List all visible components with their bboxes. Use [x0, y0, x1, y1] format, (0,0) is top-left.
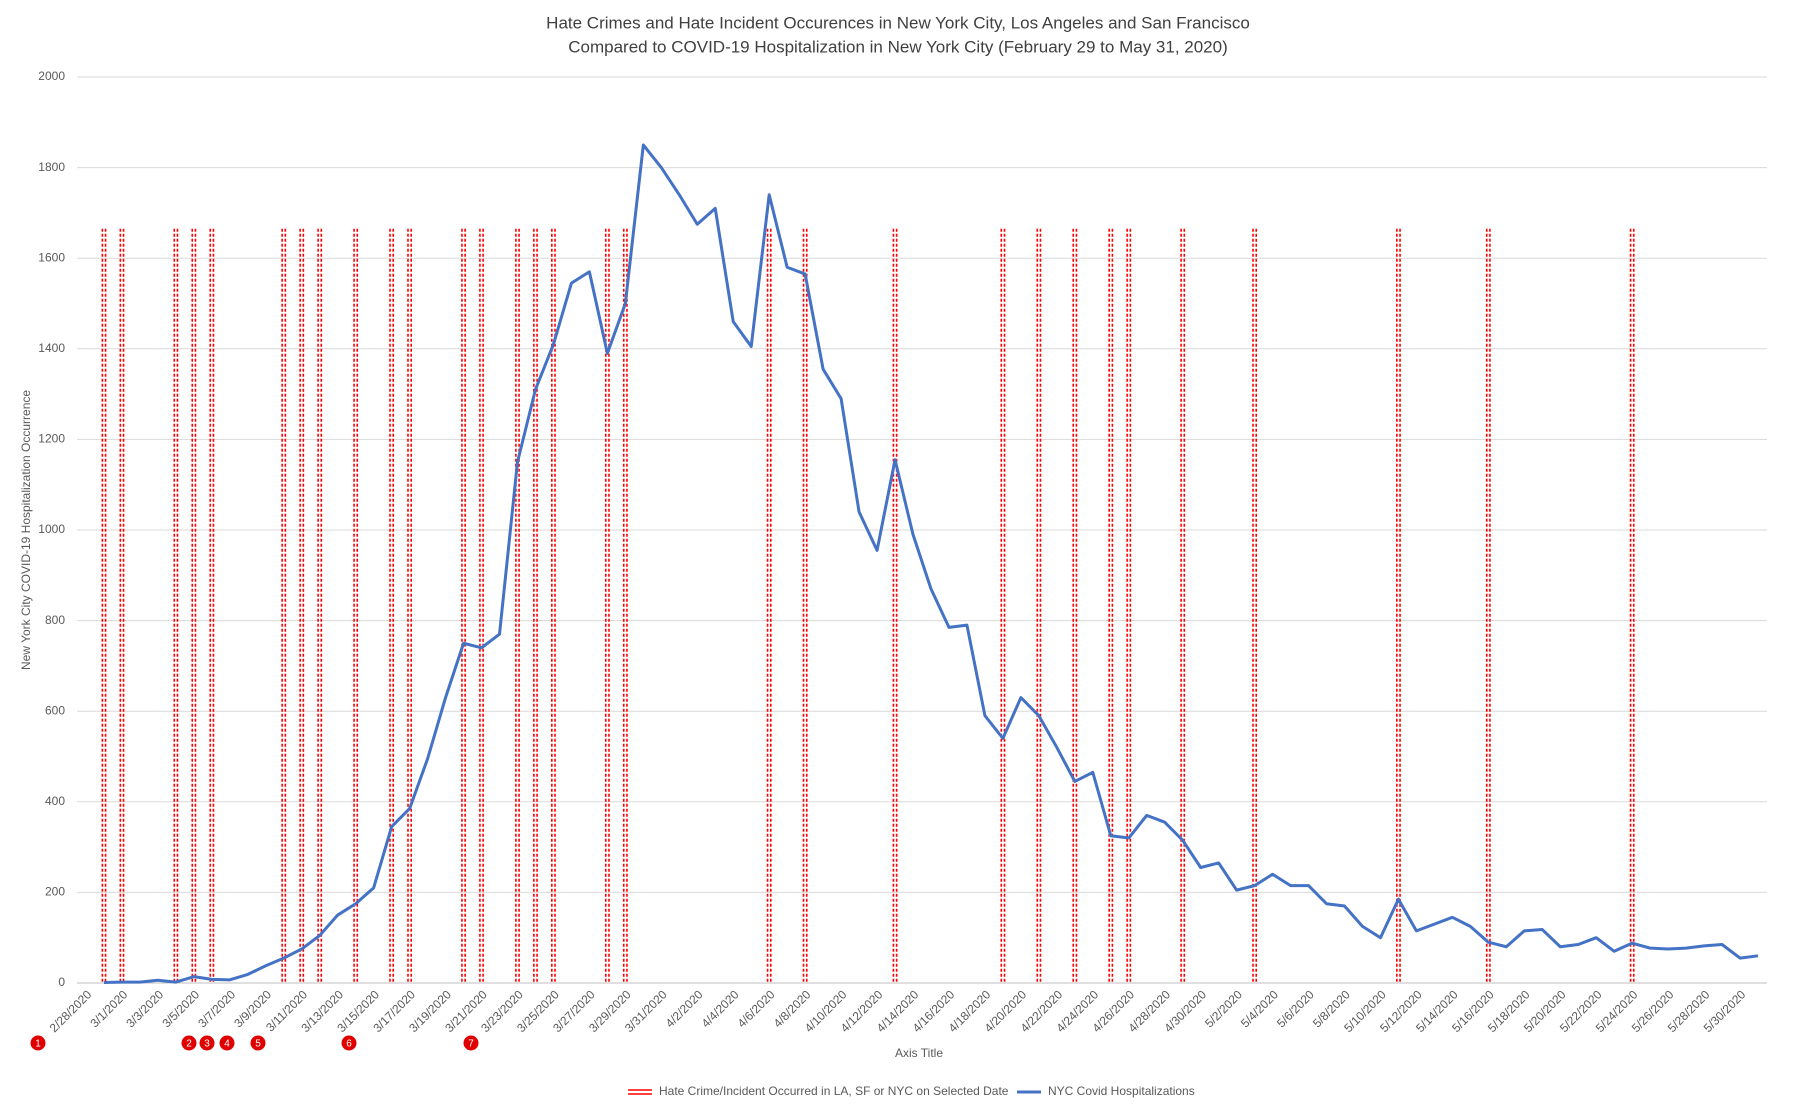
incident-marker — [101, 228, 107, 983]
y-tick-label: 0 — [58, 975, 65, 989]
incident-marker — [1072, 228, 1078, 983]
incident-marker — [533, 228, 538, 983]
legend-icon — [628, 1089, 652, 1095]
incident-marker — [551, 228, 556, 983]
annotation-marker — [250, 1035, 266, 1051]
annotation-marker — [219, 1035, 235, 1051]
incident-marker — [173, 228, 179, 983]
incident-marker — [515, 228, 520, 983]
legend-label: NYC Covid Hospitalizations — [1048, 1084, 1195, 1098]
incident-marker — [1485, 228, 1491, 983]
annotation-label: 2 — [186, 1039, 192, 1050]
incident-marker — [461, 228, 466, 983]
annotation-marker — [463, 1035, 479, 1051]
incident-marker — [1180, 228, 1186, 983]
incident-marker — [1396, 228, 1401, 983]
annotation-label: 1 — [35, 1039, 41, 1050]
incident-marker — [802, 228, 808, 983]
incident-marker — [389, 228, 395, 983]
x-axis-title: Axis Title — [895, 1046, 943, 1060]
incident-marker — [479, 228, 484, 983]
annotation-marker — [30, 1035, 46, 1051]
annotation-label: 4 — [224, 1039, 230, 1050]
incident-marker — [1629, 228, 1635, 983]
annotation-marker — [341, 1035, 357, 1051]
incident-marker — [766, 228, 772, 983]
annotation-marker — [181, 1035, 197, 1051]
incident-marker — [191, 228, 197, 983]
incident-marker — [353, 228, 359, 983]
annotation-label: 3 — [204, 1039, 210, 1050]
annotation-marker — [199, 1035, 215, 1051]
y-tick-label: 800 — [45, 613, 65, 627]
y-tick-label: 2000 — [38, 69, 65, 83]
y-tick-label: 1400 — [38, 341, 65, 355]
incident-marker — [1108, 228, 1114, 983]
chart-subtitle: Compared to COVID-19 Hospitalization in … — [568, 37, 1228, 56]
data-line — [103, 143, 1759, 985]
y-tick-label: 1800 — [38, 160, 65, 174]
y-tick-label: 1200 — [38, 432, 65, 446]
incident-marker — [1036, 228, 1042, 983]
annotation-label: 7 — [468, 1039, 474, 1050]
incident-marker — [604, 228, 610, 983]
incident-marker — [281, 228, 287, 983]
y-tick-label: 200 — [45, 885, 65, 899]
incident-marker — [1126, 228, 1132, 983]
incident-marker — [1000, 228, 1006, 983]
y-tick-label: 600 — [45, 703, 65, 717]
incident-marker — [407, 228, 413, 983]
annotation-label: 6 — [346, 1039, 352, 1050]
y-tick-label: 400 — [45, 794, 65, 808]
incident-marker — [1252, 228, 1258, 983]
incident-marker — [892, 228, 898, 983]
incident-marker — [299, 228, 305, 983]
incident-marker — [119, 228, 125, 983]
chart-title: Hate Crimes and Hate Incident Occurences… — [546, 13, 1250, 32]
incident-marker — [622, 228, 628, 983]
y-tick-label: 1000 — [38, 522, 65, 536]
y-tick-label: 1600 — [38, 250, 65, 264]
incident-marker — [317, 228, 323, 983]
y-axis-title: New York City COVID-19 Hospitalization O… — [19, 390, 33, 670]
legend-label: Hate Crime/Incident Occurred in LA, SF o… — [659, 1084, 1009, 1098]
annotation-label: 5 — [255, 1039, 261, 1050]
incident-marker — [209, 228, 215, 983]
